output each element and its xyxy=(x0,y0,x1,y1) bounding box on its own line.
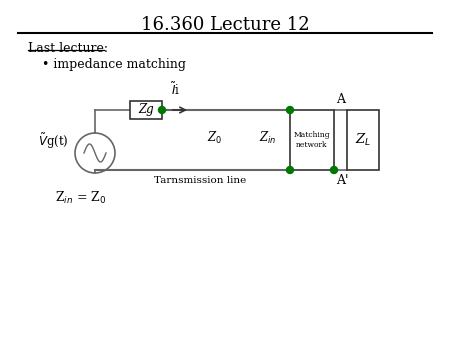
Circle shape xyxy=(330,167,338,173)
Text: Z$_{in}$: Z$_{in}$ xyxy=(259,130,277,146)
Text: A: A xyxy=(336,93,345,106)
Text: Z$_{in}$ = Z$_0$: Z$_{in}$ = Z$_0$ xyxy=(55,190,106,206)
Text: • impedance matching: • impedance matching xyxy=(42,58,186,71)
Text: Z$_0$: Z$_0$ xyxy=(207,130,223,146)
Bar xyxy=(290,110,334,170)
Text: $\tilde{I}$i: $\tilde{I}$i xyxy=(171,82,180,98)
Text: Z$_L$: Z$_L$ xyxy=(355,132,371,148)
Bar xyxy=(130,101,162,119)
Circle shape xyxy=(287,167,293,173)
Text: 16.360 Lecture 12: 16.360 Lecture 12 xyxy=(141,16,309,34)
Text: Matching
network: Matching network xyxy=(294,131,330,149)
Bar xyxy=(347,110,379,170)
Circle shape xyxy=(158,106,166,114)
Text: A': A' xyxy=(336,174,348,187)
Text: Zg: Zg xyxy=(138,103,154,117)
Text: Last lecture:: Last lecture: xyxy=(28,42,108,55)
Text: $\tilde{V}$g(t): $\tilde{V}$g(t) xyxy=(38,131,69,151)
Text: Tarnsmission line: Tarnsmission line xyxy=(154,176,246,185)
Circle shape xyxy=(287,106,293,114)
